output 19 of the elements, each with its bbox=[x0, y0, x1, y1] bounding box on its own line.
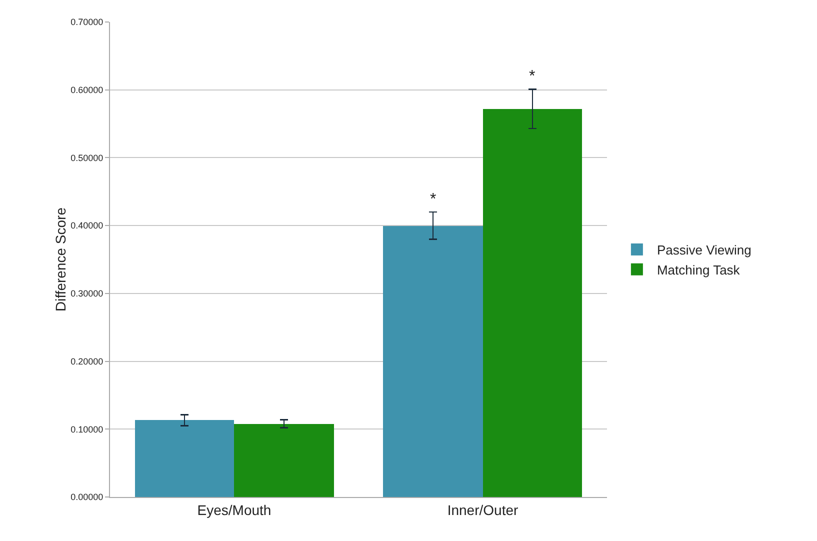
y-tick-label: 0.50000 bbox=[70, 152, 104, 163]
y-tick-label: 0.00000 bbox=[70, 492, 104, 502]
legend-label: Passive Viewing bbox=[656, 242, 752, 258]
y-tick-label: 0.20000 bbox=[70, 356, 104, 366]
y-tick-label: 0.60000 bbox=[70, 85, 104, 96]
bar bbox=[483, 109, 582, 497]
x-tick-label: Eyes/Mouth bbox=[197, 502, 272, 518]
bar bbox=[135, 420, 234, 497]
y-axis-title: Difference Score bbox=[52, 207, 69, 312]
bar bbox=[234, 424, 334, 497]
annotation: * bbox=[430, 191, 436, 208]
y-tick-label: 0.10000 bbox=[70, 424, 104, 434]
legend-label: Matching Task bbox=[656, 262, 740, 278]
x-tick-label: Inner/Outer bbox=[447, 502, 518, 518]
bar bbox=[383, 226, 483, 497]
annotation: * bbox=[529, 68, 536, 85]
y-tick-label: 0.70000 bbox=[70, 17, 104, 28]
y-tick-label: 0.30000 bbox=[70, 288, 104, 299]
y-tick-label: 0.40000 bbox=[70, 220, 104, 231]
